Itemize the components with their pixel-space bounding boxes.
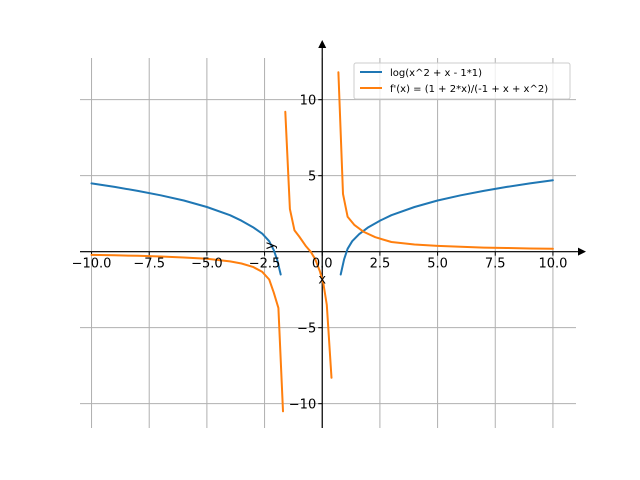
- x-tick-label-4: 0.0: [312, 257, 333, 272]
- x-tick-label-2: −5.0: [191, 257, 223, 272]
- x-tick-label-0: −10.0: [72, 257, 112, 272]
- y-tick-label-3: 10: [300, 94, 317, 109]
- legend-label-1: f'(x) = (1 + 2*x)/(-1 + x + x^2): [390, 84, 548, 95]
- legend: log(x^2 + x - 1*1) f'(x) = (1 + 2*x)/(-1…: [353, 62, 571, 100]
- tick-labels: −10.0 −7.5 −5.0 −2.5 0.0 2.5 5.0 7.5 10.0 −10 −5 5 1…: [72, 94, 568, 413]
- y-axis-arrow: [318, 40, 327, 48]
- legend-frame: [353, 62, 571, 100]
- y-tick-label-2: 5: [308, 170, 316, 185]
- x-tick-label-8: 10.0: [538, 257, 567, 272]
- series-line-1-segment-2: [337, 71, 554, 250]
- series-line-1-segment-0: [90, 253, 284, 413]
- y-tick-label-0: −10: [289, 398, 316, 413]
- series-line-0-segment-0: [90, 182, 282, 276]
- axes: [80, 40, 586, 428]
- x-axis-arrow: [578, 247, 586, 256]
- x-tick-label-1: −7.5: [133, 257, 165, 272]
- x-axis-label: x: [318, 273, 326, 288]
- legend-label-0: log(x^2 + x - 1*1): [390, 68, 482, 79]
- series-line-0-segment-1: [339, 179, 554, 276]
- x-tick-label-5: 2.5: [370, 257, 391, 272]
- y-tick-label-1: −5: [297, 322, 316, 337]
- series-line-1-segment-1: [284, 110, 333, 379]
- y-axis-label: y: [263, 242, 278, 250]
- x-tick-label-6: 5.0: [427, 257, 448, 272]
- series-group: [90, 71, 554, 413]
- grid: [80, 58, 576, 428]
- x-tick-label-7: 7.5: [485, 257, 506, 272]
- x-tick-label-3: −2.5: [249, 257, 281, 272]
